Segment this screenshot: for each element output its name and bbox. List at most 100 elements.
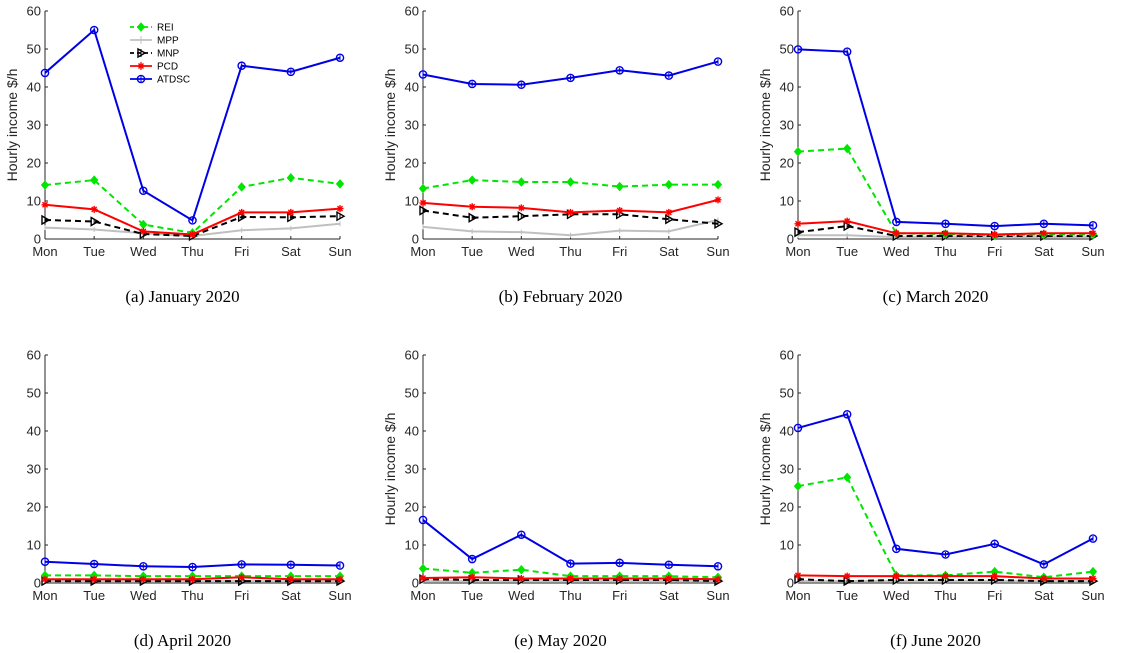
data-point-rei bbox=[664, 179, 673, 190]
data-point-atdsc bbox=[418, 70, 428, 79]
data-point-atdsc bbox=[467, 554, 477, 564]
data-point-pcd bbox=[1040, 574, 1048, 582]
data-point-atdsc bbox=[139, 186, 148, 196]
data-point-pcd bbox=[41, 575, 49, 583]
y-tick-label: 60 bbox=[405, 348, 419, 363]
data-point-mnp bbox=[794, 226, 804, 238]
data-point-atdsc bbox=[842, 47, 852, 56]
x-tick-label: Sat bbox=[281, 244, 301, 259]
data-point-pcd bbox=[287, 208, 295, 216]
y-axis-label: Hourly income $/h bbox=[757, 69, 773, 182]
data-point-mnp bbox=[336, 210, 346, 222]
chart-panel-6: 0 10 20 30 40 50 60 Mon Tue Wed Thu Fri Sat Sun Hourly… bbox=[757, 348, 1105, 651]
data-point-atdsc bbox=[664, 71, 674, 80]
y-tick-label: 60 bbox=[27, 348, 41, 363]
data-point-rei bbox=[517, 564, 526, 575]
data-point-atdsc bbox=[892, 544, 901, 554]
y-tick-label: 0 bbox=[787, 232, 794, 247]
data-point-atdsc bbox=[139, 561, 148, 571]
data-point-atdsc bbox=[664, 560, 674, 570]
legend-label: MNP bbox=[157, 49, 180, 60]
data-point-rei bbox=[566, 177, 575, 187]
data-point-atdsc bbox=[615, 65, 624, 75]
data-point-atdsc bbox=[713, 57, 723, 66]
data-point-rei bbox=[517, 177, 526, 187]
legend-label: PCD bbox=[157, 62, 178, 73]
data-point-pcd bbox=[991, 230, 999, 238]
data-point-atdsc bbox=[1088, 221, 1098, 230]
data-point-rei bbox=[40, 180, 50, 190]
y-tick-label: 40 bbox=[405, 424, 419, 439]
x-tick-label: Wed bbox=[508, 588, 535, 603]
legend: REI MPP MNP PCD ATDSC bbox=[130, 22, 190, 86]
data-point-pcd bbox=[90, 575, 98, 583]
data-point-pcd bbox=[90, 205, 98, 213]
data-point-mnp bbox=[714, 218, 724, 230]
data-point-mnp bbox=[41, 214, 51, 226]
x-tick-label: Tue bbox=[461, 588, 483, 603]
x-tick-label: Wed bbox=[130, 588, 157, 603]
data-point-pcd bbox=[843, 217, 851, 225]
series-atdsc bbox=[418, 515, 723, 571]
data-point-atdsc bbox=[237, 61, 246, 71]
data-point-atdsc bbox=[517, 530, 526, 540]
x-tick-label: Sat bbox=[1034, 244, 1054, 259]
data-point-pcd bbox=[942, 572, 949, 580]
series-pcd bbox=[419, 196, 722, 216]
x-tick-label: Sat bbox=[659, 588, 679, 603]
series-atdsc bbox=[793, 409, 1098, 569]
x-tick-label: Wed bbox=[130, 244, 157, 259]
data-point-rei bbox=[90, 175, 99, 185]
data-point-rei bbox=[418, 563, 428, 574]
x-tick-label: Wed bbox=[508, 244, 535, 259]
y-tick-label: 50 bbox=[405, 386, 419, 401]
series-line-atdsc bbox=[797, 413, 1094, 566]
y-tick-label: 30 bbox=[405, 118, 419, 133]
data-point-mnp bbox=[517, 210, 527, 222]
chart-panel-3: 0 10 20 30 40 50 60 Mon Tue Wed Thu Fri Sat Sun Hourly… bbox=[757, 4, 1105, 307]
x-tick-label: Sat bbox=[281, 588, 301, 603]
data-point-pcd bbox=[567, 574, 574, 582]
y-tick-label: 50 bbox=[780, 42, 794, 57]
chart-panel-2: 0 10 20 30 40 50 60 Mon Tue Wed Thu Fri Sat Sun Hourly… bbox=[382, 4, 730, 307]
data-point-pcd bbox=[139, 227, 147, 235]
y-axis-label: Hourly income $/h bbox=[382, 69, 398, 182]
x-tick-label: Wed bbox=[883, 244, 910, 259]
data-point-pcd bbox=[892, 572, 900, 580]
x-tick-label: Fri bbox=[234, 588, 249, 603]
data-point-mnp bbox=[665, 214, 675, 225]
data-point-atdsc bbox=[286, 560, 296, 570]
x-tick-label: Wed bbox=[883, 588, 910, 603]
chart-caption: (f) June 2020 bbox=[890, 631, 981, 650]
x-tick-label: Thu bbox=[181, 588, 203, 603]
y-tick-label: 0 bbox=[412, 576, 419, 591]
y-tick-label: 30 bbox=[27, 462, 41, 477]
series-line-atdsc bbox=[44, 28, 341, 222]
series-atdsc bbox=[40, 25, 345, 225]
y-tick-label: 30 bbox=[780, 118, 794, 133]
data-point-pcd bbox=[892, 229, 900, 237]
y-tick-label: 10 bbox=[405, 194, 419, 209]
data-point-rei bbox=[843, 472, 852, 483]
data-point-pcd bbox=[517, 204, 525, 212]
legend-label: ATDSC bbox=[157, 75, 190, 86]
data-point-rei bbox=[286, 173, 295, 183]
data-point-atdsc bbox=[1039, 219, 1049, 229]
y-tick-label: 20 bbox=[27, 500, 41, 515]
data-point-pcd bbox=[238, 208, 246, 216]
data-point-atdsc bbox=[335, 561, 345, 570]
x-tick-label: Thu bbox=[934, 588, 956, 603]
y-axis-label: Hourly income $/h bbox=[757, 413, 773, 526]
data-point-mnp bbox=[419, 205, 429, 216]
data-point-atdsc bbox=[1088, 534, 1098, 543]
data-point-pcd bbox=[287, 575, 295, 583]
data-point-atdsc bbox=[793, 423, 803, 433]
legend-marker-pcd bbox=[137, 62, 145, 70]
series-rei bbox=[793, 472, 1098, 583]
data-point-atdsc bbox=[286, 67, 296, 77]
x-tick-label: Sun bbox=[706, 244, 729, 259]
x-tick-label: Fri bbox=[987, 588, 1002, 603]
data-point-pcd bbox=[616, 207, 624, 214]
y-tick-label: 10 bbox=[405, 538, 419, 553]
data-point-pcd bbox=[1040, 229, 1048, 237]
